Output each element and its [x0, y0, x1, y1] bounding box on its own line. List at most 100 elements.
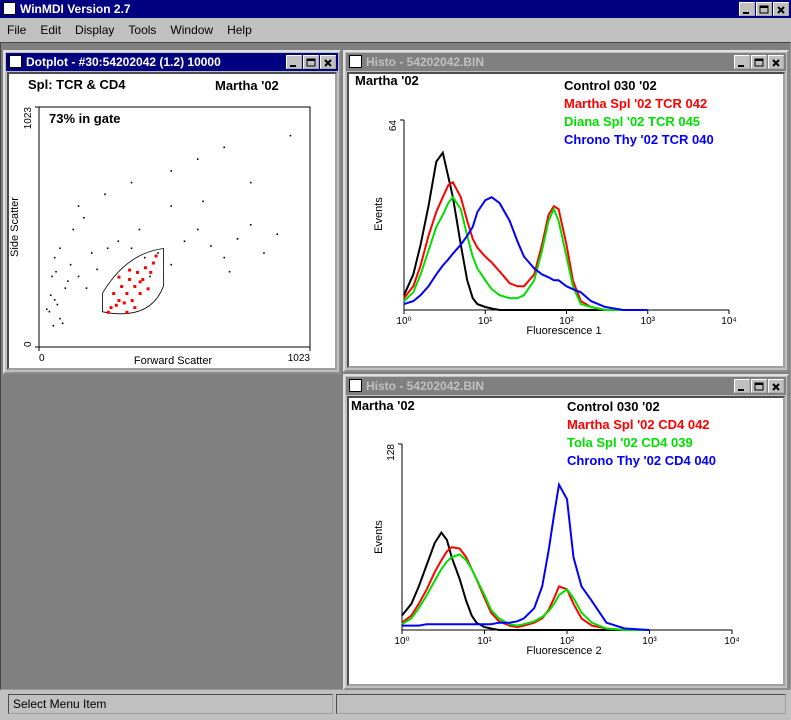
x-axis-label: Forward Scatter	[134, 355, 213, 367]
window-button[interactable]	[756, 2, 772, 16]
button-icon	[772, 59, 780, 67]
dot	[120, 285, 124, 289]
dot	[133, 306, 137, 310]
button-icon	[738, 389, 744, 391]
menu-item[interactable]: File	[7, 23, 27, 37]
window-button[interactable]	[320, 55, 336, 69]
x-tick-label: 10¹	[478, 316, 493, 327]
dot	[151, 261, 155, 265]
histogram-line	[403, 180, 648, 311]
button-icon	[743, 12, 749, 14]
dot	[61, 322, 64, 325]
dot	[69, 263, 72, 266]
window-button[interactable]	[739, 2, 755, 16]
x-axis-label: Fluorescence 1	[526, 325, 601, 337]
dot	[130, 299, 134, 303]
histo-window[interactable]: Histo - 54202042.BIN Martha '02 Fluoresce…	[343, 50, 789, 372]
status-text: Select Menu Item	[13, 697, 107, 711]
window-title: Histo - 54202042.BIN	[366, 379, 485, 393]
button-icon	[306, 58, 316, 67]
x-tick-label: 1023	[288, 353, 311, 364]
window-button[interactable]	[751, 55, 767, 69]
button-icon	[777, 6, 785, 14]
button-icon	[759, 5, 769, 14]
x-tick-label: 10²	[560, 636, 575, 647]
dot	[45, 308, 48, 311]
status-field	[336, 694, 786, 714]
histogram-line	[403, 150, 648, 311]
legend-entry: Martha Spl '02 CD4 042	[567, 417, 710, 432]
window-button[interactable]	[773, 2, 789, 16]
histo-window[interactable]: Histo - 54202042.BIN Martha '02 Fluoresce…	[343, 374, 789, 690]
x-tick-label: 10⁰	[394, 636, 409, 647]
dot	[72, 228, 75, 231]
window-client: Martha '02 Fluorescence 2 Events 10⁰ 10¹ 10² 1…	[347, 396, 785, 686]
legend-entry: Martha Spl '02 TCR 042	[564, 96, 707, 111]
dot	[157, 252, 159, 254]
x-tick-label: 0	[39, 353, 45, 364]
window-button[interactable]	[768, 379, 784, 393]
dot	[83, 216, 85, 219]
dot	[128, 277, 132, 281]
dot	[53, 299, 56, 301]
dot	[56, 303, 59, 306]
dot	[106, 310, 110, 314]
window-button[interactable]	[286, 55, 302, 69]
dot	[236, 238, 239, 240]
button-icon	[772, 383, 780, 391]
histogram-chart: Martha '02 Fluorescence 2 Events 10⁰ 10¹ 10² 1…	[351, 398, 740, 657]
dot	[170, 205, 173, 207]
dot	[112, 292, 116, 296]
menu-item[interactable]: Tools	[128, 23, 157, 37]
dot	[196, 158, 199, 160]
dot	[202, 200, 204, 203]
window-client: Martha '02 Fluorescence 1 Events 10⁰ 10¹ 10² 1…	[347, 72, 785, 368]
dot	[130, 247, 133, 250]
menu-item[interactable]: Display	[75, 23, 115, 37]
menu-item[interactable]: Edit	[40, 23, 62, 37]
plot-frame	[38, 106, 311, 348]
annotation: 73% in gate	[49, 111, 121, 126]
app-buttons[interactable]	[738, 2, 789, 16]
legend-entry: Diana Spl '02 TCR 045	[564, 114, 700, 129]
window-button[interactable]	[734, 55, 750, 69]
window-button[interactable]	[751, 379, 767, 393]
dot	[249, 224, 252, 226]
window-button[interactable]	[768, 55, 784, 69]
dot	[149, 275, 151, 278]
x-tick-label: 10³	[642, 636, 657, 647]
app-title-bar: WinMDI Version 2.7	[0, 0, 791, 18]
dot	[133, 285, 137, 289]
chart-title: Spl: TCR & CD4	[28, 77, 126, 92]
dot	[117, 275, 121, 279]
chart-subtitle: Martha '02	[215, 78, 279, 93]
dot	[51, 275, 53, 278]
y-tick-label: 64	[388, 120, 399, 132]
dotplot-window[interactable]: Dotplot - #30:54202042 (1.2) 10000 Spl: …	[3, 50, 341, 374]
window-title-bar: Dotplot - #30:54202042 (1.2) 10000	[6, 53, 338, 71]
dot	[154, 254, 158, 258]
y-axis-label: Events	[373, 197, 385, 231]
window-buttons[interactable]	[733, 379, 784, 393]
x-tick-label: 10²	[559, 316, 574, 327]
dot	[146, 287, 150, 291]
button-icon	[754, 58, 764, 67]
chart-title: Martha '02	[355, 74, 419, 88]
x-tick-label: 10¹	[477, 636, 492, 647]
window-button[interactable]	[734, 379, 750, 393]
button-icon	[754, 382, 764, 391]
menu-item[interactable]: Help	[227, 23, 252, 37]
legend-entry: Control 030 '02	[564, 78, 657, 93]
window-buttons[interactable]	[733, 55, 784, 69]
dot	[59, 247, 61, 250]
histogram-line	[403, 196, 648, 311]
dot	[52, 324, 55, 327]
window-title-bar: Histo - 54202042.BIN	[346, 53, 786, 71]
title-icon	[349, 55, 362, 68]
dot	[138, 292, 142, 296]
app-title: WinMDI Version 2.7	[20, 2, 131, 16]
window-button[interactable]	[303, 55, 319, 69]
menu-item[interactable]: Window	[170, 23, 214, 37]
window-buttons[interactable]	[285, 55, 336, 69]
dot	[183, 240, 186, 243]
